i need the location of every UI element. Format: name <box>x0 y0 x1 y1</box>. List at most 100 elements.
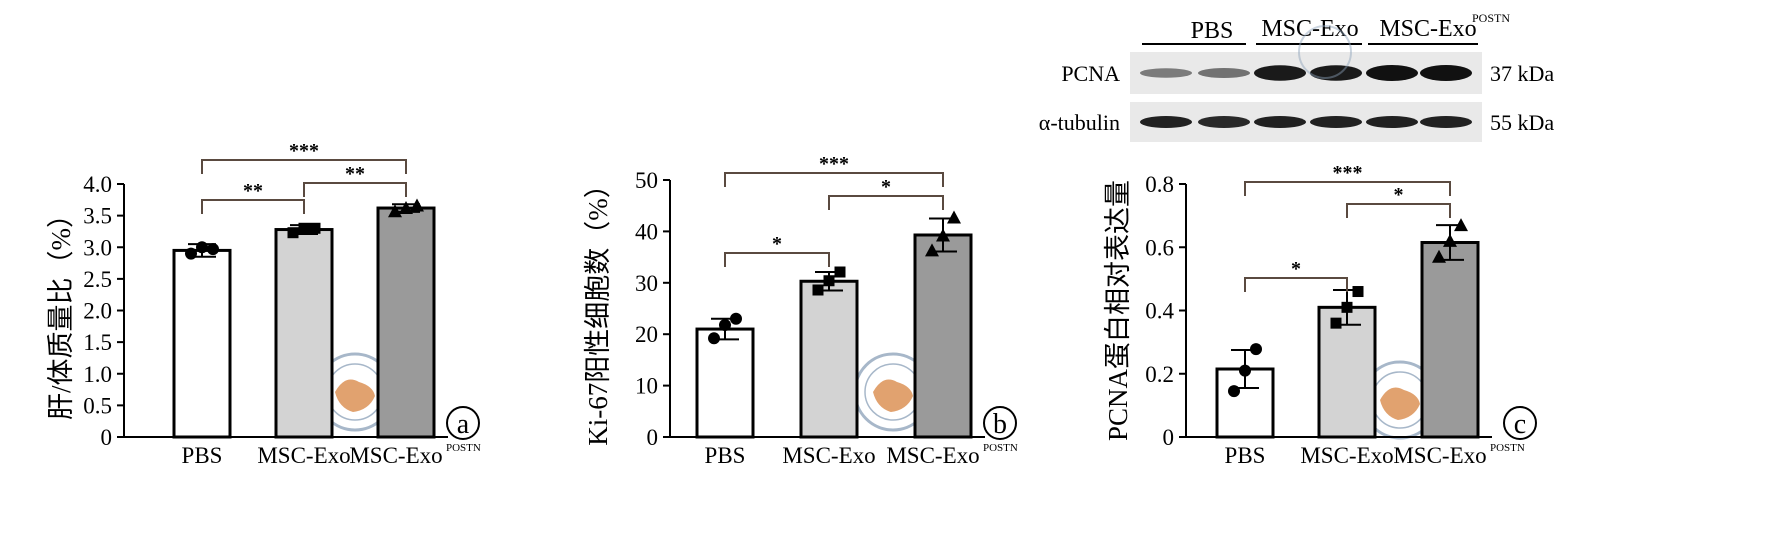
y-tick-label: 10 <box>635 374 658 399</box>
x-category-label-2: MSC-Exo <box>257 443 350 468</box>
x-category-label-3: MSC-Exo <box>1393 443 1486 468</box>
x-category-superscript: POSTN <box>983 442 1018 454</box>
data-point <box>1239 364 1251 377</box>
data-point <box>1228 385 1240 398</box>
panel-letter-circle <box>983 406 1017 440</box>
x-category-superscript: POSTN <box>446 442 481 454</box>
data-point <box>298 222 310 234</box>
bar-3 <box>1420 241 1480 439</box>
significance-stars: * <box>1394 184 1404 206</box>
y-tick-label: 40 <box>635 219 658 244</box>
blot-group-label-postn-superscript: POSTN <box>1472 11 1510 25</box>
bar-1 <box>172 248 232 439</box>
blot-size-label-alpha-tubulin: 55 kDa <box>1490 110 1554 135</box>
y-tick-label: 0 <box>1163 425 1175 450</box>
blot-row-label-alpha-tubulin: α-tubulin <box>1039 110 1120 135</box>
x-category-superscript: POSTN <box>1490 442 1525 454</box>
significance-stars: * <box>881 176 891 198</box>
y-tick-label: 30 <box>635 271 658 296</box>
data-point <box>1454 218 1468 232</box>
data-point <box>823 275 835 287</box>
blot-band-alpha-tubulin-lane-2 <box>1198 116 1250 128</box>
bar-2 <box>274 228 334 439</box>
blot-row-label-pcna: PCNA <box>1061 61 1120 86</box>
y-tick-label: 3.5 <box>83 204 112 229</box>
data-point <box>287 227 299 239</box>
data-point <box>399 201 413 215</box>
significance-bracket <box>1346 203 1451 218</box>
x-category-label-1: PBS <box>705 443 746 468</box>
data-point <box>1432 249 1446 263</box>
blot-group-label-msc-exo-postn: MSC-Exo <box>1379 16 1476 42</box>
chart-panel-c: 0 0.2 0.4 0.6 0.8 PCNA蛋白相对表达量 PBS MSC-Exo MSC-Ex… <box>1103 162 1537 468</box>
blot-band-alpha-tubulin-lane-3 <box>1254 116 1306 128</box>
y-tick-label: 0.8 <box>1145 172 1174 197</box>
data-point <box>196 241 208 254</box>
y-tick-label: 1.0 <box>83 362 112 387</box>
blot-band-pcna-lane-6 <box>1420 65 1472 81</box>
panel-letter: c <box>1514 409 1526 440</box>
data-point <box>936 228 950 242</box>
data-point <box>410 198 424 212</box>
significance-stars: *** <box>1333 162 1363 184</box>
panel-letter-circle <box>1503 406 1537 440</box>
y-tick-label: 50 <box>635 168 658 193</box>
bar-2 <box>1317 305 1377 439</box>
panel-letter: a <box>457 409 470 440</box>
significance-bracket <box>201 199 305 214</box>
western-blot-panel: PBS MSC-Exo MSC-Exo POSTN PCNA 37 kDa α-… <box>1039 11 1554 142</box>
significance-stars: *** <box>289 140 319 162</box>
data-point <box>1443 233 1457 247</box>
blot-band-alpha-tubulin-lane-5 <box>1366 116 1418 128</box>
y-axis-title: Ki-67阳性细胞数（%） <box>583 171 613 445</box>
data-point <box>834 266 846 278</box>
significance-stars: *** <box>819 153 849 175</box>
x-category-label-2: MSC-Exo <box>1300 443 1393 468</box>
data-point <box>207 243 219 256</box>
bar-3 <box>376 206 436 439</box>
x-category-label-3: MSC-Exo <box>349 443 442 468</box>
blot-band-pcna-lane-2 <box>1198 68 1250 78</box>
y-tick-label: 0.4 <box>1145 299 1174 324</box>
y-tick-label: 20 <box>635 322 658 347</box>
data-point <box>812 284 824 296</box>
significance-bracket <box>724 172 944 187</box>
blot-band-pcna-lane-3 <box>1254 65 1306 81</box>
blot-band-alpha-tubulin-lane-1 <box>1140 116 1192 128</box>
y-tick-label: 3.0 <box>83 235 112 260</box>
blot-size-label-pcna: 37 kDa <box>1490 61 1554 86</box>
data-point <box>719 318 731 331</box>
significance-bracket <box>1244 277 1348 292</box>
blot-group-label-msc-exo: MSC-Exo <box>1261 16 1358 42</box>
y-tick-label: 0.5 <box>83 393 112 418</box>
panel-letter-circle <box>446 406 480 440</box>
x-category-label-2: MSC-Exo <box>782 443 875 468</box>
significance-bracket <box>303 182 407 197</box>
y-tick-label: 4.0 <box>83 172 112 197</box>
chart-panel-b: 0 10 20 30 40 50 Ki-67阳性细胞数（%） PBS MSC-Exo MSC-Ex… <box>583 153 1018 468</box>
panel-letter: b <box>993 409 1007 440</box>
x-category-label-1: PBS <box>182 443 223 468</box>
y-tick-label: 0 <box>647 425 659 450</box>
bar-3 <box>913 233 973 439</box>
significance-bracket <box>201 159 407 174</box>
significance-stars: * <box>772 233 782 255</box>
data-point <box>309 222 321 234</box>
blot-band-alpha-tubulin-lane-6 <box>1420 116 1472 128</box>
data-point <box>947 210 961 224</box>
y-axis-title: 肝/体质量比（%） <box>46 201 76 420</box>
blot-group-label-pbs: PBS <box>1191 18 1234 44</box>
data-point <box>1330 317 1342 329</box>
y-tick-label: 0 <box>101 425 113 450</box>
blot-band-alpha-tubulin-lane-4 <box>1310 116 1362 128</box>
data-point <box>925 243 939 257</box>
y-tick-label: 2.0 <box>83 299 112 324</box>
significance-bracket <box>1244 181 1451 196</box>
bar-1 <box>695 327 755 439</box>
significance-stars: ** <box>345 163 365 185</box>
data-point <box>1352 286 1364 298</box>
y-tick-label: 1.5 <box>83 330 112 355</box>
chart-panel-a: 0 0.5 1.0 1.5 2.0 2.5 3.0 3.5 4.0 肝/体质量比（%） PBS MSC… <box>46 140 481 468</box>
significance-bracket <box>828 195 944 210</box>
y-tick-label: 0.6 <box>1145 235 1174 260</box>
